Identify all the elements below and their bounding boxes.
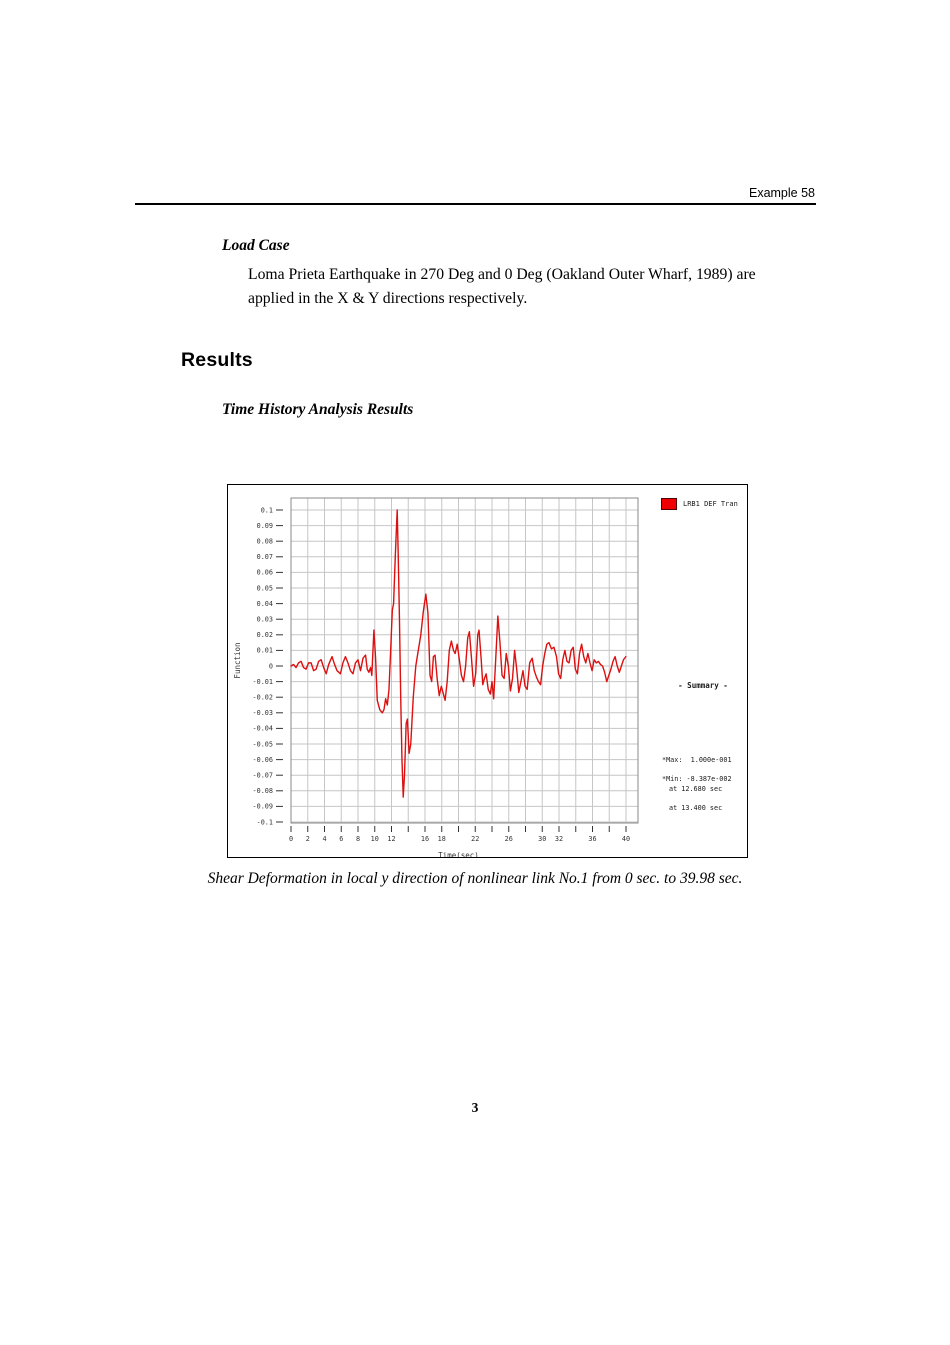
svg-text:0.06: 0.06 — [257, 569, 273, 577]
svg-text:0.05: 0.05 — [257, 584, 273, 592]
svg-text:12: 12 — [387, 835, 395, 843]
svg-text:18: 18 — [438, 835, 446, 843]
load-case-paragraph: Loma Prieta Earthquake in 270 Deg and 0 … — [248, 266, 756, 307]
svg-text:-0.06: -0.06 — [253, 756, 273, 764]
page-number: 3 — [471, 1100, 479, 1115]
svg-text:-0.07: -0.07 — [253, 772, 273, 780]
svg-text:-0.04: -0.04 — [253, 725, 273, 733]
svg-text:36: 36 — [588, 835, 596, 843]
summary-max-time: at 12.680 sec — [669, 784, 723, 793]
svg-text:8: 8 — [356, 835, 360, 843]
svg-text:-0.02: -0.02 — [253, 694, 273, 702]
svg-text:0.01: 0.01 — [257, 647, 273, 655]
page-header: Example 58 — [748, 186, 815, 200]
svg-text:30: 30 — [538, 835, 546, 843]
svg-text:0.09: 0.09 — [257, 522, 273, 530]
svg-text:6: 6 — [339, 835, 343, 843]
svg-text:40: 40 — [622, 835, 630, 843]
svg-text:0.02: 0.02 — [257, 631, 273, 639]
svg-text:0.08: 0.08 — [257, 538, 273, 546]
svg-text:32: 32 — [555, 835, 563, 843]
svg-text:-0.1: -0.1 — [257, 818, 273, 826]
summary-max-value: *Max: 1.000e-001 — [662, 756, 732, 764]
svg-text:10: 10 — [371, 835, 379, 843]
svg-text:0.1: 0.1 — [261, 506, 273, 514]
chart-legend: LRB1 DEF Tran — [661, 498, 738, 510]
summary-min-value: *Min: -8.387e-002 — [662, 775, 732, 783]
svg-text:26: 26 — [505, 835, 513, 843]
load-case-heading: Load Case — [222, 237, 290, 254]
y-axis-label: Function — [233, 642, 242, 678]
x-axis-label: Time(sec) — [438, 851, 479, 857]
svg-text:22: 22 — [471, 835, 479, 843]
svg-text:0.04: 0.04 — [257, 600, 273, 608]
legend-color-swatch — [661, 498, 677, 510]
figure-caption: Shear Deformation in local y direction o… — [207, 870, 743, 887]
svg-text:16: 16 — [421, 835, 429, 843]
svg-text:-0.05: -0.05 — [253, 740, 273, 748]
svg-text:0.07: 0.07 — [257, 553, 273, 561]
summary-title: - Summary - — [678, 681, 728, 690]
header-rule — [135, 203, 816, 205]
summary-min-time: at 13.400 sec — [669, 803, 723, 812]
chart-plot-area: 0.1 0.09 0.08 0.07 0.06 0.05 0.04 0.03 0.02 0.01 0… — [233, 497, 639, 857]
svg-text:2: 2 — [306, 835, 310, 843]
summary-min: *Min: -8.387e-002 at 13.400 sec — [662, 756, 732, 832]
svg-text:0: 0 — [289, 835, 293, 843]
series-lrb1-def-tran — [290, 509, 627, 798]
svg-text:-0.09: -0.09 — [253, 803, 273, 811]
svg-text:0: 0 — [269, 662, 273, 670]
svg-text:-0.03: -0.03 — [253, 709, 273, 717]
subsection-heading: Time History Analysis Results — [222, 401, 414, 418]
svg-text:4: 4 — [322, 835, 326, 843]
legend-label: LRB1 DEF Tran — [683, 500, 738, 508]
svg-text:-0.08: -0.08 — [253, 787, 273, 795]
summary-max: *Max: 1.000e-001 at 12.680 sec — [662, 737, 732, 813]
svg-text:0.03: 0.03 — [257, 616, 273, 624]
summary-panel: - Summary - *Max: 1.000e-001 at 12.680 s… — [648, 681, 758, 812]
time-history-chart: 0.1 0.09 0.08 0.07 0.06 0.05 0.04 0.03 0.02 0.01 0… — [227, 484, 748, 858]
svg-text:-0.01: -0.01 — [253, 678, 273, 686]
results-heading: Results — [181, 349, 253, 371]
